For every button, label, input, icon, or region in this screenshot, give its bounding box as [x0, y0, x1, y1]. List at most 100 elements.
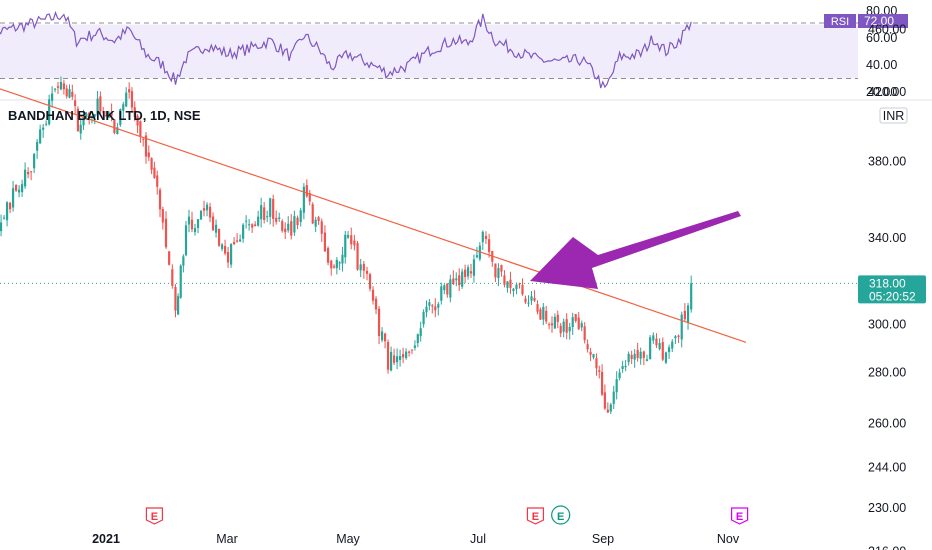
candle[interactable]: [533, 290, 536, 303]
candle[interactable]: [652, 332, 655, 344]
candle[interactable]: [142, 138, 145, 147]
candle[interactable]: [618, 368, 621, 381]
candle[interactable]: [196, 219, 200, 234]
candle[interactable]: [536, 300, 539, 315]
candle[interactable]: [488, 233, 491, 258]
candle[interactable]: [8, 201, 12, 213]
candle[interactable]: [171, 264, 174, 289]
candle[interactable]: [568, 322, 571, 340]
candle[interactable]: [42, 124, 45, 138]
candle[interactable]: [287, 216, 290, 233]
candle[interactable]: [156, 170, 159, 195]
candle[interactable]: [2, 215, 6, 220]
earnings-marker-shape[interactable]: [551, 505, 571, 525]
candle[interactable]: [79, 117, 82, 140]
candle[interactable]: [359, 258, 362, 278]
candle[interactable]: [76, 106, 80, 132]
candle[interactable]: [600, 364, 604, 397]
candle[interactable]: [434, 298, 437, 318]
candle[interactable]: [515, 282, 518, 295]
candle[interactable]: [168, 250, 171, 266]
candle[interactable]: [17, 185, 21, 198]
candle[interactable]: [302, 183, 305, 220]
candle[interactable]: [202, 200, 206, 217]
candle[interactable]: [344, 230, 347, 264]
candle[interactable]: [56, 81, 60, 95]
candle[interactable]: [110, 103, 113, 122]
candle[interactable]: [223, 239, 227, 256]
earnings-marker[interactable]: E: [526, 507, 545, 525]
candle[interactable]: [664, 351, 668, 364]
candle[interactable]: [93, 113, 96, 125]
candle[interactable]: [674, 335, 677, 344]
candle[interactable]: [431, 303, 434, 314]
candle[interactable]: [539, 307, 542, 320]
candle[interactable]: [251, 223, 254, 233]
candle[interactable]: [24, 162, 27, 189]
candle[interactable]: [128, 82, 131, 99]
candle[interactable]: [589, 347, 592, 362]
candle[interactable]: [51, 86, 54, 108]
candle[interactable]: [598, 365, 601, 379]
candle[interactable]: [39, 124, 42, 144]
candle[interactable]: [371, 286, 375, 305]
candle[interactable]: [500, 264, 503, 277]
candle[interactable]: [443, 283, 446, 295]
candle[interactable]: [645, 354, 649, 362]
candle[interactable]: [452, 270, 455, 285]
candle[interactable]: [119, 108, 122, 127]
candle[interactable]: [428, 298, 431, 311]
candle[interactable]: [187, 209, 191, 233]
candle[interactable]: [27, 167, 30, 179]
candle[interactable]: [254, 221, 257, 227]
candle[interactable]: [278, 212, 281, 222]
candle[interactable]: [62, 79, 65, 95]
candle[interactable]: [639, 347, 642, 365]
candle[interactable]: [99, 91, 102, 114]
candle[interactable]: [59, 76, 63, 91]
candle[interactable]: [125, 87, 128, 108]
candle[interactable]: [636, 342, 639, 362]
candle[interactable]: [176, 293, 180, 316]
candle[interactable]: [583, 322, 586, 344]
candle[interactable]: [74, 94, 77, 114]
earnings-marker[interactable]: E: [731, 507, 749, 525]
candle[interactable]: [550, 316, 554, 333]
candle[interactable]: [405, 348, 408, 360]
earnings-marker[interactable]: E: [145, 507, 164, 525]
candle[interactable]: [472, 254, 476, 283]
rsi-pane[interactable]: [0, 10, 858, 89]
candle[interactable]: [475, 247, 479, 259]
candle[interactable]: [113, 119, 116, 135]
candle[interactable]: [48, 94, 51, 126]
earnings-marker-shape[interactable]: [526, 507, 545, 525]
candle[interactable]: [104, 110, 108, 117]
candle[interactable]: [649, 335, 652, 360]
candle[interactable]: [419, 321, 422, 342]
candle[interactable]: [350, 227, 353, 250]
candle[interactable]: [449, 274, 452, 303]
candle[interactable]: [272, 194, 275, 227]
candle[interactable]: [686, 302, 690, 330]
candle[interactable]: [326, 246, 330, 266]
candle[interactable]: [580, 320, 583, 332]
candle[interactable]: [491, 250, 494, 267]
candle[interactable]: [281, 219, 284, 233]
candle[interactable]: [96, 90, 99, 117]
candle[interactable]: [239, 234, 242, 243]
candle[interactable]: [615, 371, 618, 400]
candle[interactable]: [368, 272, 372, 292]
candle[interactable]: [275, 210, 278, 225]
candle[interactable]: [542, 302, 545, 326]
candle[interactable]: [193, 223, 197, 236]
candle[interactable]: [506, 281, 509, 293]
candle[interactable]: [518, 282, 521, 289]
candle[interactable]: [556, 310, 559, 329]
candle[interactable]: [257, 210, 260, 227]
candle[interactable]: [530, 291, 533, 305]
candle[interactable]: [458, 268, 461, 291]
candle[interactable]: [0, 214, 3, 237]
candle[interactable]: [136, 113, 139, 134]
candle[interactable]: [182, 254, 185, 273]
